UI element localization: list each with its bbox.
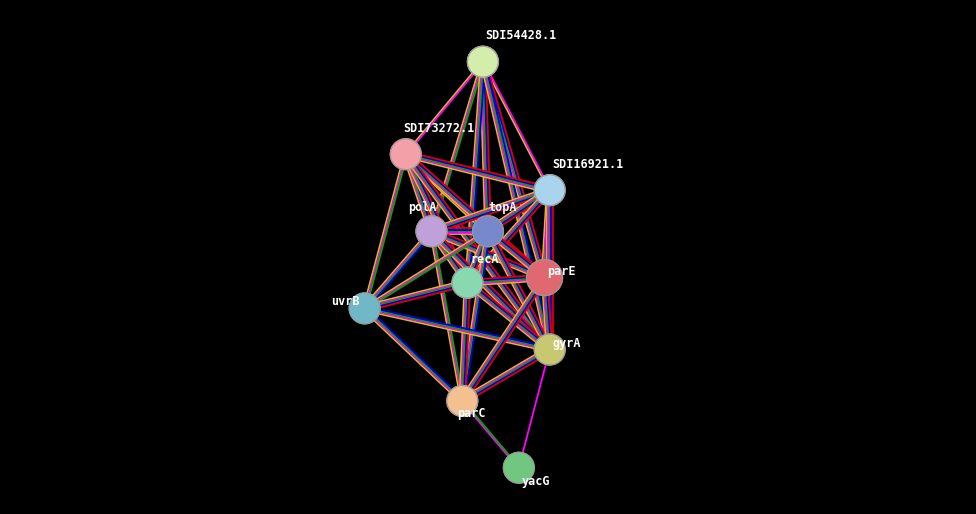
Circle shape xyxy=(472,216,504,247)
Circle shape xyxy=(526,260,562,296)
Text: parE: parE xyxy=(548,265,576,278)
Circle shape xyxy=(349,293,380,324)
Text: gyrA: gyrA xyxy=(552,337,581,350)
Circle shape xyxy=(390,139,422,170)
Text: yacG: yacG xyxy=(521,475,549,488)
Circle shape xyxy=(468,46,499,77)
Text: topA: topA xyxy=(488,201,516,214)
Text: recA: recA xyxy=(470,253,499,266)
Circle shape xyxy=(534,175,565,206)
Circle shape xyxy=(416,216,447,247)
Circle shape xyxy=(452,267,483,298)
Circle shape xyxy=(504,452,534,483)
Circle shape xyxy=(447,386,477,416)
Text: SDI73272.1: SDI73272.1 xyxy=(403,122,474,135)
Text: SDI54428.1: SDI54428.1 xyxy=(485,29,556,42)
Text: uvrB: uvrB xyxy=(331,296,360,308)
Text: polA: polA xyxy=(408,201,437,214)
Text: SDI16921.1: SDI16921.1 xyxy=(552,158,624,171)
Text: parC: parC xyxy=(457,408,486,420)
Circle shape xyxy=(534,334,565,365)
